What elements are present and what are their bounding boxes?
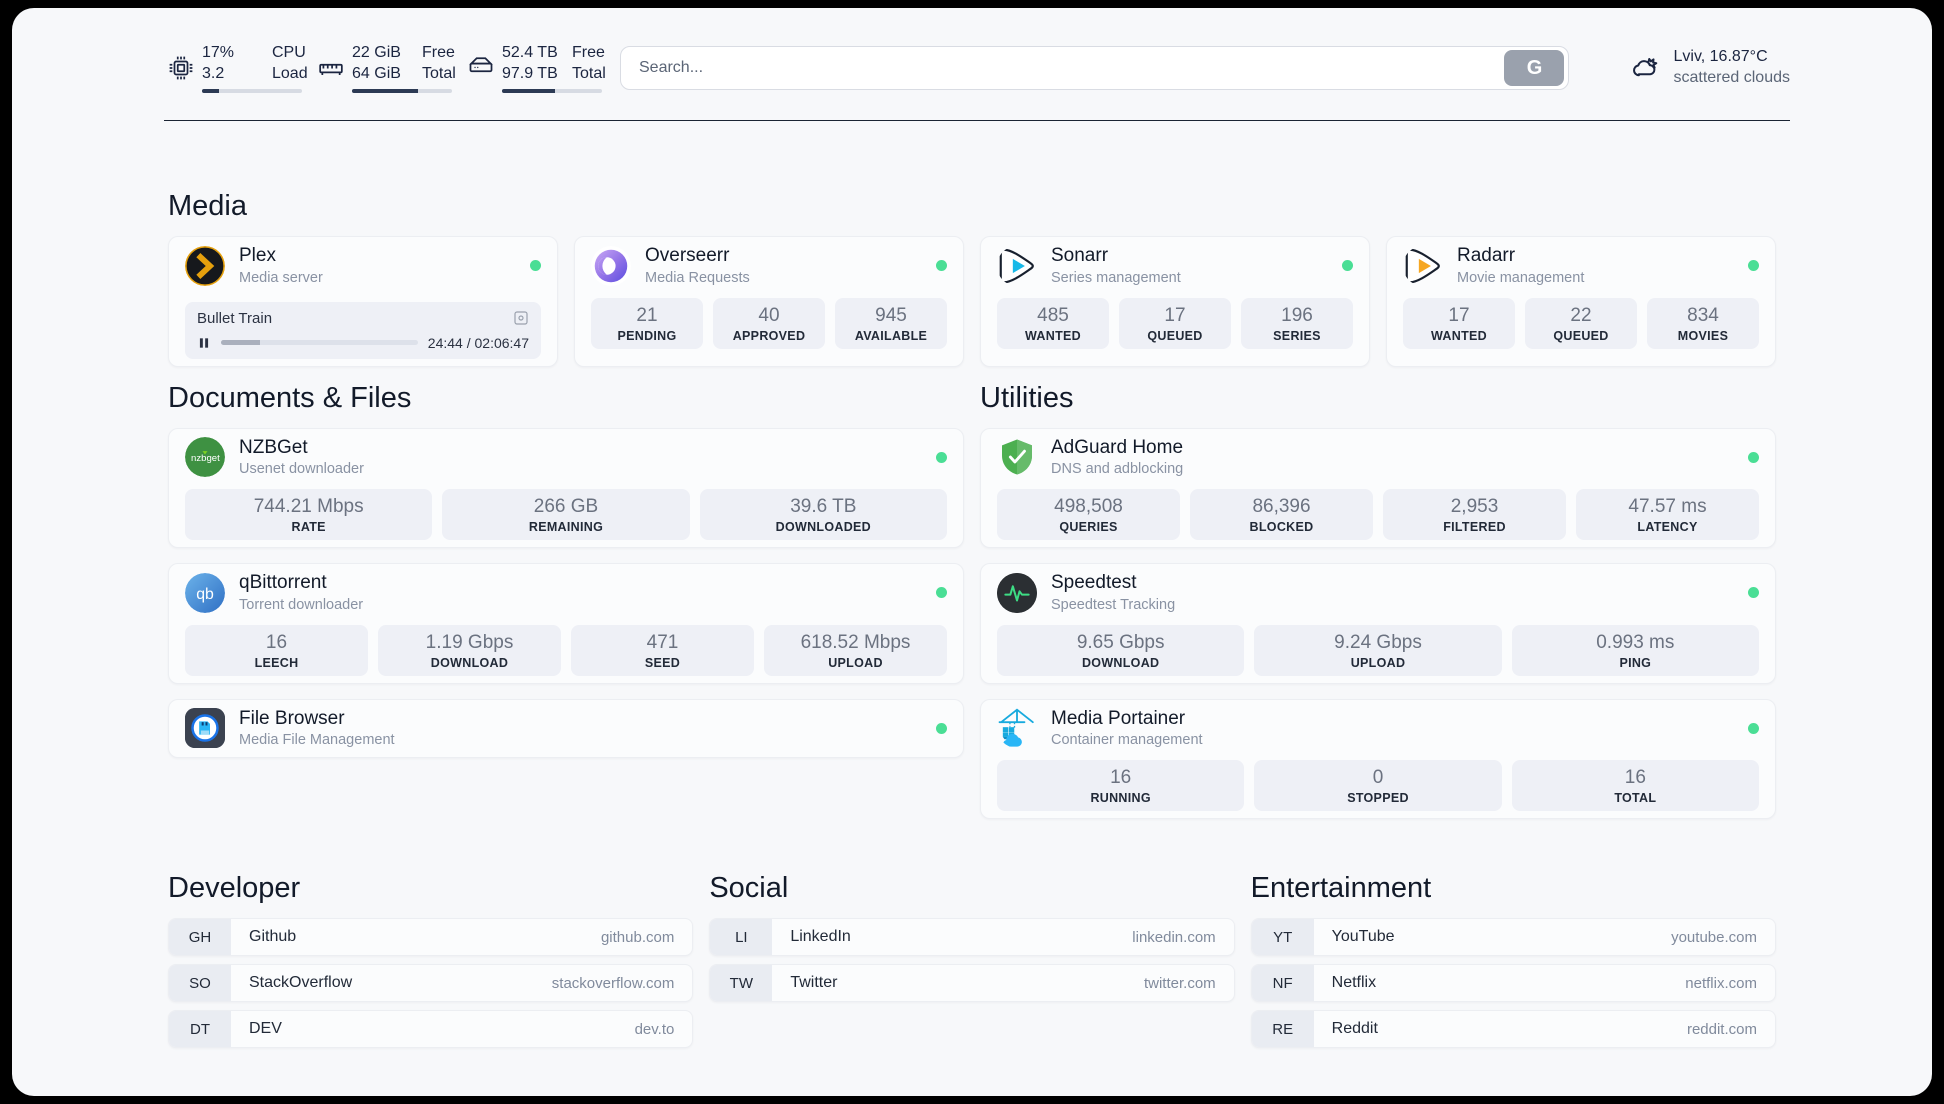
svg-text:qb: qb <box>196 586 214 603</box>
svg-text:nzbget: nzbget <box>191 453 220 464</box>
